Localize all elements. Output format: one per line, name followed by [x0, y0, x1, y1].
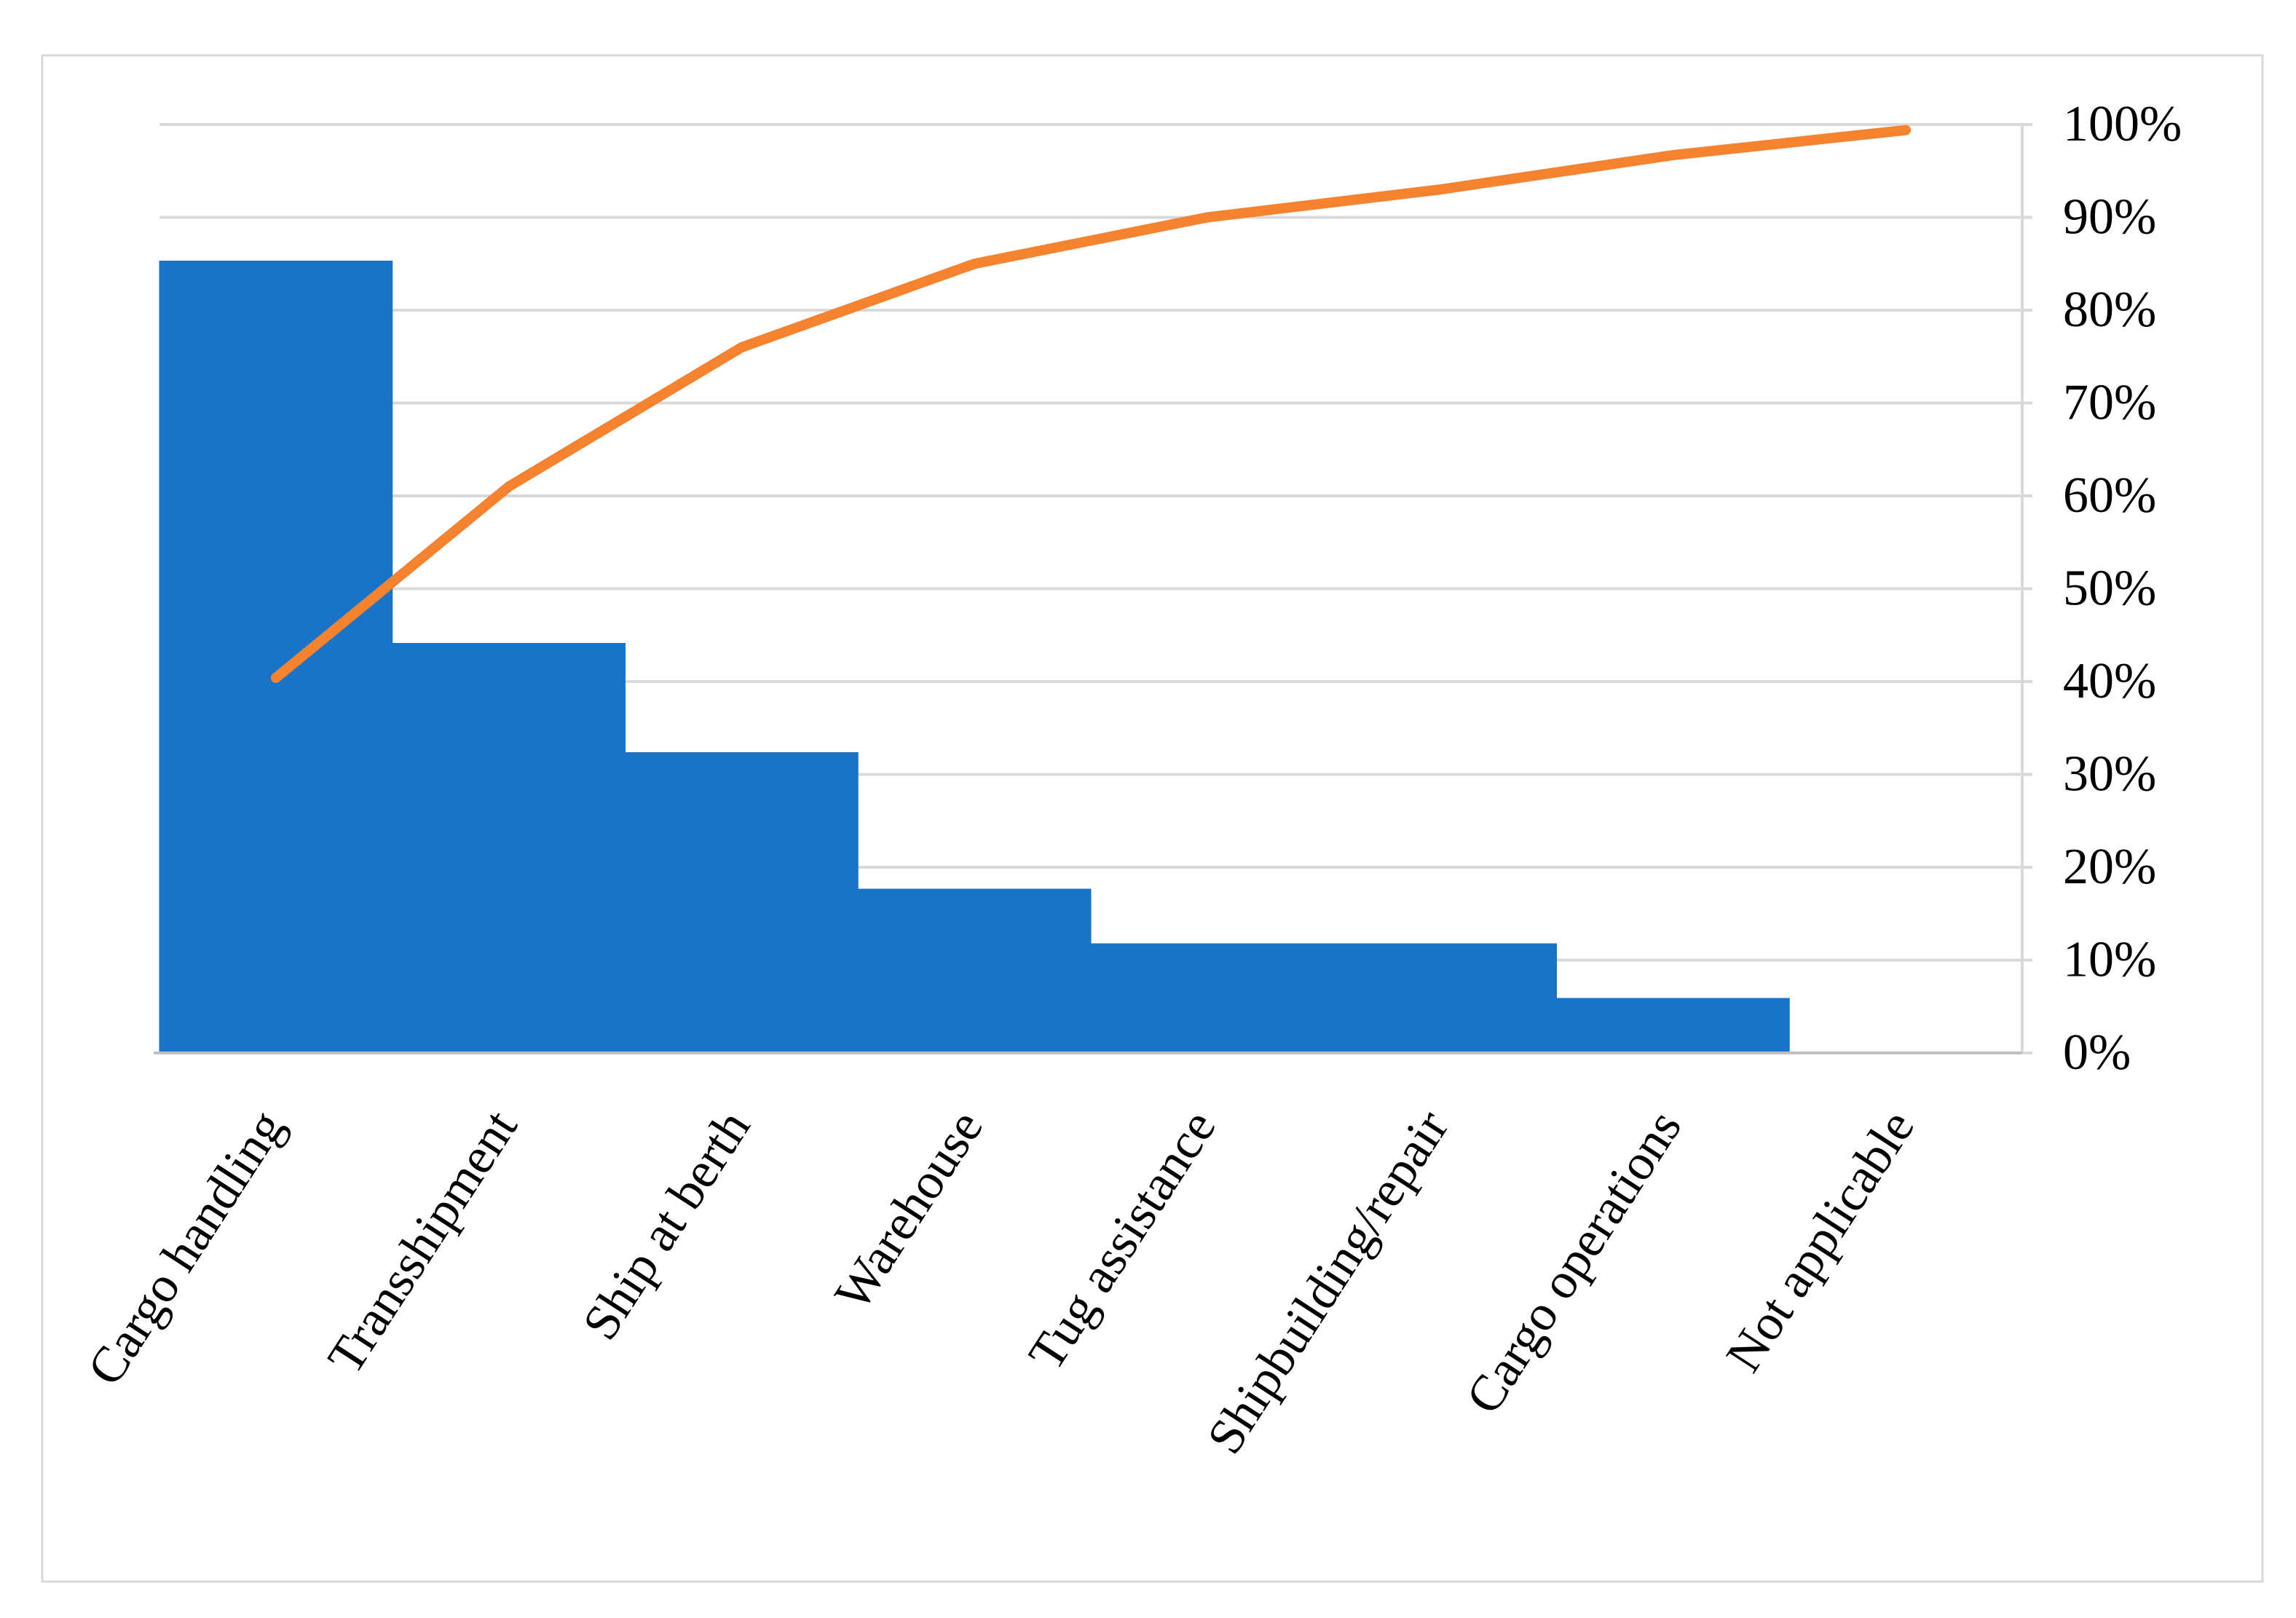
- bar: [857, 888, 1092, 1054]
- y2-tick-label: 70%: [2063, 375, 2156, 431]
- bar: [1556, 998, 1790, 1054]
- y2-tick-label: 50%: [2063, 561, 2156, 617]
- y2-tick-label: 20%: [2063, 839, 2156, 895]
- bar: [392, 643, 626, 1054]
- y2-tick-label: 90%: [2063, 189, 2156, 245]
- bar: [159, 261, 393, 1054]
- y2-tick-label: 0%: [2063, 1025, 2131, 1081]
- y2-tick-label: 80%: [2063, 282, 2156, 338]
- y2-tick-label: 30%: [2063, 746, 2156, 802]
- bar: [1090, 943, 1325, 1054]
- bar: [625, 752, 859, 1054]
- y2-tick-label: 100%: [2063, 96, 2182, 152]
- y2-tick-label: 60%: [2063, 467, 2156, 524]
- cumulative-line: [270, 125, 1912, 683]
- y2-tick-label: 40%: [2063, 653, 2156, 709]
- y2-tick-label: 10%: [2063, 932, 2156, 988]
- bar: [1323, 943, 1557, 1054]
